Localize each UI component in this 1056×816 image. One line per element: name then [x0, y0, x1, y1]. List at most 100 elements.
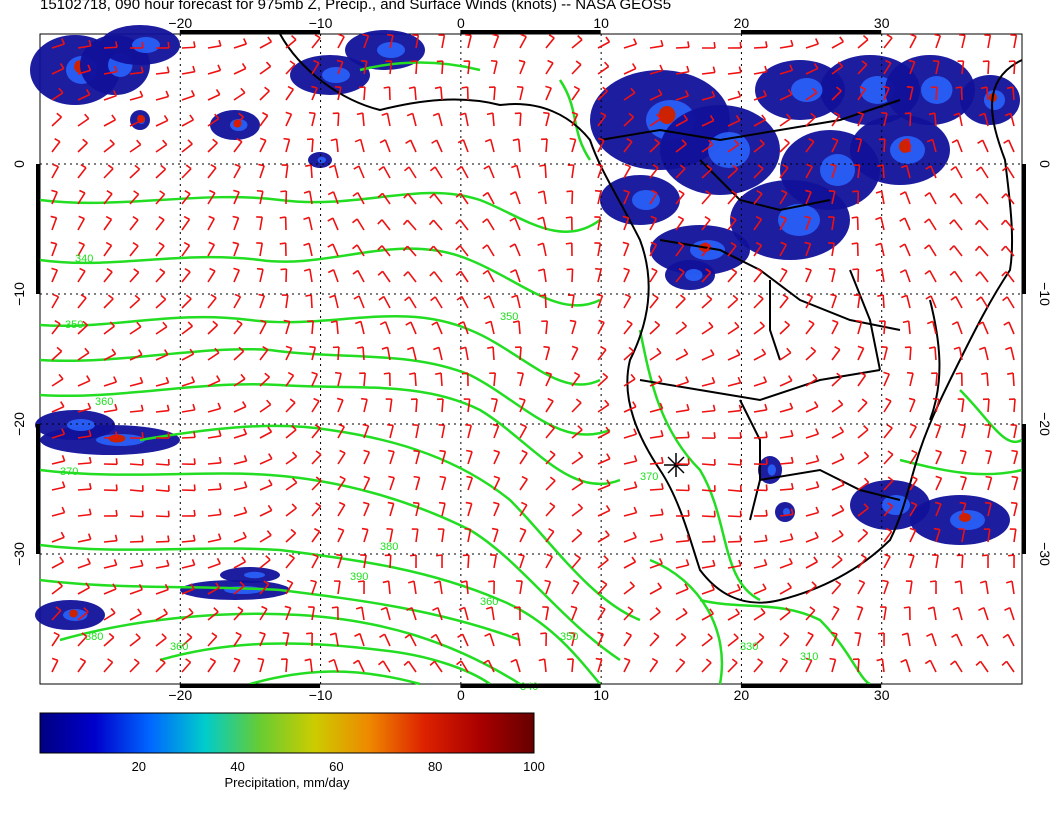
wind-barb-flag — [887, 476, 894, 482]
wind-barb — [337, 423, 345, 439]
wind-barb — [259, 319, 267, 335]
wind-barb-flag — [387, 423, 394, 427]
wind-barb-shaft — [597, 633, 604, 647]
wind-barb — [545, 34, 555, 49]
wind-barb-shaft — [439, 581, 443, 595]
wind-barb-shaft — [779, 297, 789, 309]
wind-barb — [883, 397, 892, 413]
wind-barb — [493, 501, 500, 517]
wind-barb-shaft — [51, 191, 58, 205]
wind-barb-flag — [684, 90, 690, 97]
wind-barb-shaft — [51, 350, 63, 361]
wind-barb-flag — [951, 321, 958, 326]
wind-barb — [979, 580, 989, 595]
wind-barb-flag — [288, 554, 295, 559]
wind-barb-shaft — [103, 143, 115, 153]
wind-barb-shaft — [623, 67, 637, 75]
wind-barb — [649, 347, 662, 361]
wind-barb-flag — [631, 556, 637, 563]
wind-barb — [482, 269, 495, 283]
wind-barb-shaft — [77, 611, 89, 621]
wind-barb-flag — [681, 321, 687, 327]
wind-barb-flag — [661, 483, 664, 490]
wind-barb-flag — [683, 114, 689, 121]
wind-barb-flag — [960, 475, 967, 479]
wind-barb — [434, 580, 443, 595]
wind-barb-flag — [258, 163, 265, 167]
wind-barb — [1011, 475, 1019, 491]
wind-barb-flag — [133, 268, 140, 273]
wind-barb-flag — [238, 112, 244, 118]
wind-barb-flag — [812, 373, 818, 380]
wind-barb-flag — [87, 533, 92, 540]
wind-barb-shaft — [519, 581, 523, 595]
wind-barb — [285, 60, 296, 75]
wind-barb — [883, 527, 893, 543]
wind-barb — [457, 633, 469, 647]
wind-barb — [285, 85, 295, 101]
wind-barb — [932, 59, 940, 75]
wind-barb-flag — [51, 189, 58, 193]
wind-barb-shaft — [358, 295, 365, 309]
wind-barb — [413, 449, 421, 465]
wind-barb-flag — [880, 111, 888, 115]
wind-barb-shaft — [649, 324, 661, 335]
wind-barb-flag — [805, 267, 812, 271]
wind-barb-shaft — [103, 244, 113, 257]
wind-barb-shaft — [935, 477, 943, 491]
wind-barb — [883, 502, 894, 517]
wind-barb-shaft — [155, 463, 170, 466]
wind-barb-flag — [875, 190, 882, 194]
wind-barb — [51, 428, 66, 439]
wind-barb-shaft — [433, 660, 443, 673]
wind-barb-flag — [765, 509, 768, 516]
wind-barb — [949, 270, 963, 283]
wind-barb-shaft — [383, 633, 391, 647]
wind-barb-flag — [861, 398, 868, 404]
wind-barb — [516, 85, 524, 101]
wind-barb-shaft — [311, 87, 318, 101]
wind-barb — [285, 579, 294, 595]
wind-barb-flag — [520, 33, 527, 38]
wind-barb — [207, 113, 220, 127]
wind-barb-shaft — [597, 431, 610, 439]
wind-barb-flag — [705, 190, 712, 195]
wind-barb — [311, 476, 322, 491]
wind-barb-shaft — [155, 95, 169, 101]
wind-barb-shaft — [959, 580, 963, 595]
wind-barb-shaft — [432, 219, 443, 231]
coastline — [279, 33, 1023, 604]
contour-label: 310 — [800, 651, 818, 663]
wind-barb-shaft — [883, 62, 892, 75]
wind-barb-flag — [756, 268, 763, 273]
wind-barb — [649, 508, 664, 517]
wind-barb — [623, 163, 632, 179]
precip-core — [685, 269, 703, 281]
wind-barb-flag — [687, 431, 690, 438]
wind-barb-shaft — [597, 322, 605, 335]
wind-barb-shaft — [181, 436, 196, 439]
wind-barb — [455, 270, 469, 283]
wind-barb-shaft — [259, 322, 267, 335]
wind-barb-flag — [167, 535, 170, 542]
wind-barb-shaft — [831, 534, 844, 543]
wind-barb-flag — [56, 346, 63, 352]
wind-barb — [675, 403, 690, 413]
wind-barb — [509, 217, 521, 231]
contour-labels: 3403503603703803903603503403303103703803… — [60, 253, 818, 693]
wind-barb-shaft — [207, 93, 221, 101]
colorbar-gradient — [39, 712, 535, 754]
wind-barb — [358, 86, 366, 101]
wind-barb-flag — [908, 397, 916, 401]
wind-barb — [982, 398, 990, 413]
wind-barb — [517, 371, 524, 387]
wind-barb-flag — [885, 527, 892, 533]
wind-barb-flag — [308, 111, 316, 115]
wind-barb-shaft — [883, 505, 894, 517]
coastline — [759, 468, 901, 501]
wind-barb — [129, 66, 144, 75]
wind-barb — [675, 607, 688, 621]
wind-barb — [155, 633, 167, 647]
wind-barb-flag — [241, 62, 247, 69]
wind-barb — [779, 320, 790, 335]
